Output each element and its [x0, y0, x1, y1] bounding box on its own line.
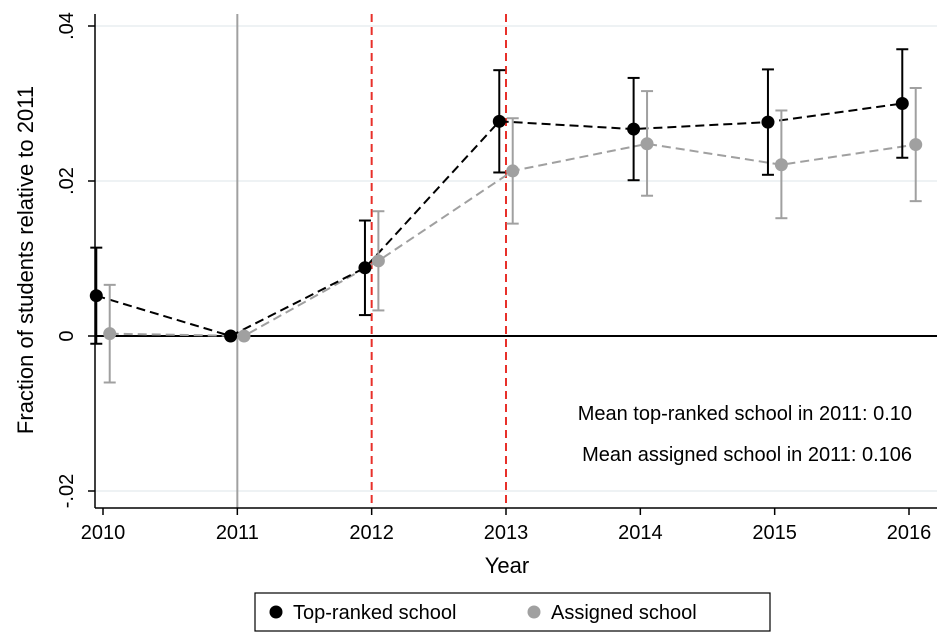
legend-marker-assigned [527, 605, 541, 619]
data-point-assigned-school-2011 [237, 329, 251, 343]
x-tick-label-3: 2013 [484, 522, 529, 544]
data-point-top-ranked-school-2016 [895, 97, 909, 110]
y-tick-label-2: .02 [56, 167, 78, 195]
data-point-top-ranked-school-2012 [358, 261, 372, 275]
y-tick-label-1: 0 [56, 330, 78, 341]
annotation-assigned: Mean assigned school in 2011: 0.106 [582, 444, 912, 466]
data-point-top-ranked-school-2013 [492, 114, 506, 128]
data-point-assigned-school-2014 [640, 137, 654, 151]
annotation-top-ranked: Mean top-ranked school in 2011: 0.10 [578, 403, 912, 425]
data-point-top-ranked-school-2014 [627, 122, 641, 136]
reference-lines [95, 14, 937, 508]
legend-marker-top-ranked [269, 605, 283, 619]
legend: Top-ranked school Assigned school [254, 592, 771, 632]
x-tick-label-1: 2011 [216, 522, 259, 544]
data-point-top-ranked-school-2011 [224, 329, 238, 343]
y-tick-label-3: .04 [56, 12, 78, 40]
grid-lines [95, 25, 937, 492]
x-tick-label-6: 2016 [887, 522, 932, 544]
y-ticks: -.02 0 .02 .04 [56, 12, 95, 508]
data-point-assigned-school-2013 [506, 164, 520, 178]
x-tick-label-0: 2010 [81, 522, 126, 544]
data-points [89, 97, 923, 343]
data-point-assigned-school-2012 [371, 254, 385, 268]
x-tick-label-2: 2012 [349, 522, 394, 544]
x-axis-title: Year [485, 553, 529, 578]
legend-label-assigned: Assigned school [551, 602, 697, 624]
legend-label-top-ranked: Top-ranked school [293, 602, 456, 624]
x-tick-label-4: 2014 [618, 522, 663, 544]
x-ticks: 2010 2011 2012 2013 2014 2015 2016 [81, 508, 932, 544]
data-point-assigned-school-2015 [774, 158, 788, 172]
x-tick-label-5: 2015 [752, 522, 797, 544]
y-tick-label-0: -.02 [56, 474, 78, 508]
data-point-assigned-school-2010 [103, 327, 117, 341]
data-point-assigned-school-2016 [909, 138, 923, 152]
data-point-top-ranked-school-2010 [89, 289, 103, 303]
y-axis-title: Fraction of students relative to 2011 [13, 86, 38, 434]
legend-box [254, 592, 771, 632]
data-point-top-ranked-school-2015 [761, 115, 775, 129]
